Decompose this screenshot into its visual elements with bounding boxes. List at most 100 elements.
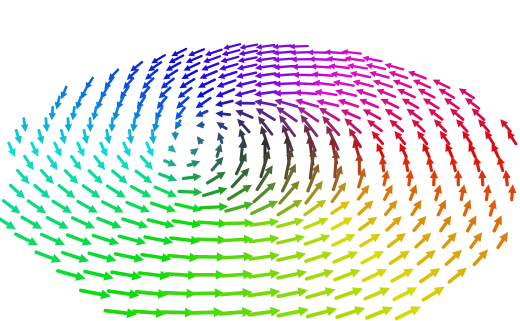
arrow-head <box>90 189 101 198</box>
arrow-shaft <box>220 88 236 96</box>
arrow-head <box>345 234 356 243</box>
arrow-shaft <box>318 81 336 87</box>
arrow-head <box>421 232 432 243</box>
arrow-shaft <box>280 100 299 108</box>
arrow-shaft <box>230 172 246 189</box>
arrow-shaft <box>412 220 423 233</box>
arrow-shaft <box>198 205 222 210</box>
arrow-shaft <box>98 95 104 105</box>
arrow-head <box>433 286 445 297</box>
arrow-head <box>349 70 357 78</box>
arrow-shaft <box>356 190 366 201</box>
arrow-shaft <box>205 62 220 70</box>
arrow-shaft <box>260 64 277 69</box>
arrow-head <box>108 73 116 81</box>
arrow-head <box>203 57 210 64</box>
arrow-head <box>451 249 462 260</box>
arrow-shaft <box>122 86 130 95</box>
arrow-head <box>273 63 280 71</box>
arrow-shaft <box>201 87 214 96</box>
arrow-shaft <box>410 205 419 217</box>
arrow-shaft <box>393 123 405 133</box>
arrow-shaft <box>172 54 185 62</box>
arrow-shaft <box>225 55 240 62</box>
arrow-shaft <box>475 111 486 121</box>
arrow-shaft <box>241 63 258 69</box>
arrow-shaft <box>381 162 386 173</box>
arrow-shaft <box>427 100 440 110</box>
arrow-head <box>179 81 187 89</box>
arrow-head <box>358 167 367 178</box>
arrow-head <box>276 107 285 115</box>
arrow-shaft <box>301 109 320 123</box>
arrow-shaft <box>142 86 151 95</box>
arrow-head <box>156 101 164 110</box>
arrow-head <box>160 81 169 89</box>
arrow-head <box>214 143 223 153</box>
arrow-head <box>42 124 51 133</box>
arrow-shaft <box>332 253 352 264</box>
arrow-head <box>344 118 353 127</box>
arrow-head <box>217 72 226 79</box>
arrow-head <box>242 184 252 193</box>
arrow-shaft <box>167 69 179 78</box>
arrow-shaft <box>278 73 296 77</box>
arrow-shaft <box>76 199 92 211</box>
arrow-shaft <box>162 86 172 95</box>
arrow-shaft <box>381 90 397 99</box>
arrow-head <box>442 215 452 226</box>
arrow-shaft <box>63 169 75 180</box>
arrow-head <box>238 139 247 149</box>
arrow-shaft <box>207 55 222 62</box>
arrow-shaft <box>463 90 476 100</box>
arrow-shaft <box>240 79 257 86</box>
arrow-shaft <box>439 221 448 233</box>
arrow-shaft <box>100 200 118 211</box>
arrow-head <box>279 114 287 124</box>
arrow-head <box>274 98 283 106</box>
arrow-head <box>195 110 204 117</box>
arrow-shaft <box>361 271 381 283</box>
arrow-head <box>352 139 360 149</box>
arrow-shaft <box>129 184 146 195</box>
arrow-head <box>273 89 281 97</box>
arrow-head <box>103 271 114 281</box>
arrow-shaft <box>422 90 436 99</box>
arrow-shaft <box>174 202 196 210</box>
arrow-shaft <box>60 250 82 261</box>
arrow-shaft <box>26 199 41 210</box>
arrow-head <box>31 148 39 157</box>
arrow-head <box>40 189 50 199</box>
arrow-head <box>379 287 391 297</box>
arrow-shaft <box>154 117 159 126</box>
arrow-shaft <box>196 220 221 226</box>
arrow-head <box>15 189 25 199</box>
arrow-head <box>316 199 327 209</box>
arrow-head <box>388 70 396 78</box>
arrow-head <box>77 148 85 157</box>
arrow-shaft <box>153 185 171 195</box>
arrow-head <box>14 135 22 145</box>
arrow-shaft <box>360 253 378 265</box>
arrow-head <box>181 73 189 79</box>
arrow-shaft <box>308 155 315 180</box>
arrow-shaft <box>470 148 477 159</box>
arrow-shaft <box>260 50 276 55</box>
arrow-head <box>306 135 315 144</box>
arrow-shaft <box>146 218 168 227</box>
arrow-shaft <box>127 128 132 139</box>
arrow-shaft <box>424 148 431 159</box>
arrow-head <box>295 251 307 261</box>
arrow-head <box>425 250 436 260</box>
arrow-head <box>269 251 280 261</box>
arrow-head <box>60 91 68 100</box>
arrow-shaft <box>248 254 273 261</box>
arrow-head <box>328 63 336 70</box>
arrow-head <box>290 56 297 63</box>
arrow-head <box>239 152 247 163</box>
arrow-head <box>413 199 422 210</box>
arrow-head <box>352 79 361 87</box>
arrow-head <box>291 63 298 70</box>
arrow-shaft <box>358 81 374 88</box>
arrow-head <box>65 189 76 199</box>
